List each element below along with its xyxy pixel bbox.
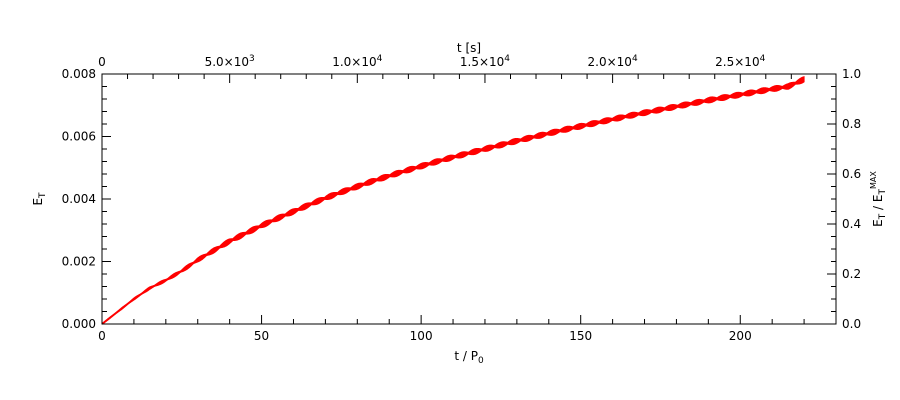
x-axis-label: t / P0 — [454, 349, 484, 366]
y-tick-label: 0.002 — [62, 255, 96, 269]
x-axis-label-sub: 0 — [478, 356, 484, 366]
y-axis-label: ET — [31, 192, 48, 206]
x-tick-label: 150 — [569, 329, 592, 343]
y2-tick-label: 0.2 — [842, 267, 861, 281]
x-tick-label: 100 — [410, 329, 433, 343]
x2-tick-exponent: 4 — [760, 54, 766, 64]
x2-tick-label: 5.0×103 — [205, 54, 255, 69]
right-y-axis-label: ET / ETMAX — [869, 171, 888, 227]
plot-frame — [101, 73, 837, 325]
y-tick-label: 0.006 — [62, 130, 96, 144]
x2-tick-mantissa: 2.5×10 — [715, 55, 759, 69]
y2-tick-label: 0.8 — [842, 117, 861, 131]
right-y-axis-label-sup2: MAX — [869, 171, 878, 189]
x2-tick-mantissa: 5.0×10 — [205, 55, 249, 69]
y-tick-label: 0.000 — [62, 317, 96, 331]
x-axis-label-main: t / P — [454, 349, 478, 363]
x2-tick-label: 0 — [98, 55, 106, 69]
y-tick-label: 0.008 — [62, 67, 96, 81]
x2-tick-label: 1.5×104 — [460, 54, 510, 69]
y2-tick-label: 0.0 — [842, 317, 861, 331]
right-y-axis-label-main: E — [871, 219, 885, 227]
x2-tick-mantissa: 1.5×10 — [460, 55, 504, 69]
energy-series-line — [101, 78, 805, 325]
x2-tick-mantissa: 1.0×10 — [332, 55, 376, 69]
x2-tick-label: 2.0×104 — [588, 54, 638, 69]
x-tick-label: 50 — [254, 329, 269, 343]
right-y-axis-label-sub: T — [878, 213, 888, 220]
series-layer — [101, 76, 805, 325]
y2-tick-label: 1.0 — [842, 67, 861, 81]
y-tick-label: 0.004 — [62, 192, 96, 206]
energy-series-band — [101, 76, 805, 325]
x2-tick-exponent: 4 — [632, 54, 638, 64]
right-y-axis-label-sep: / E — [871, 195, 885, 214]
x2-tick-exponent: 3 — [249, 54, 255, 64]
x-tick-label: 200 — [729, 329, 752, 343]
top-x-axis-label: t [s] — [457, 41, 481, 55]
x-tick-label: 0 — [98, 329, 106, 343]
y-axis-label-sub: T — [38, 192, 48, 199]
x2-tick-mantissa: 2.0×10 — [588, 55, 632, 69]
right-y-axis-label-sub2: T — [878, 189, 888, 196]
x2-tick-exponent: 4 — [504, 54, 510, 64]
x2-tick-mantissa: 0 — [98, 55, 106, 69]
y2-tick-label: 0.6 — [842, 167, 861, 181]
x2-tick-label: 1.0×104 — [332, 54, 382, 69]
y2-tick-label: 0.4 — [842, 217, 861, 231]
x2-tick-label: 2.5×104 — [715, 54, 765, 69]
y-axis-label-main: E — [31, 198, 45, 206]
x2-tick-exponent: 4 — [377, 54, 383, 64]
